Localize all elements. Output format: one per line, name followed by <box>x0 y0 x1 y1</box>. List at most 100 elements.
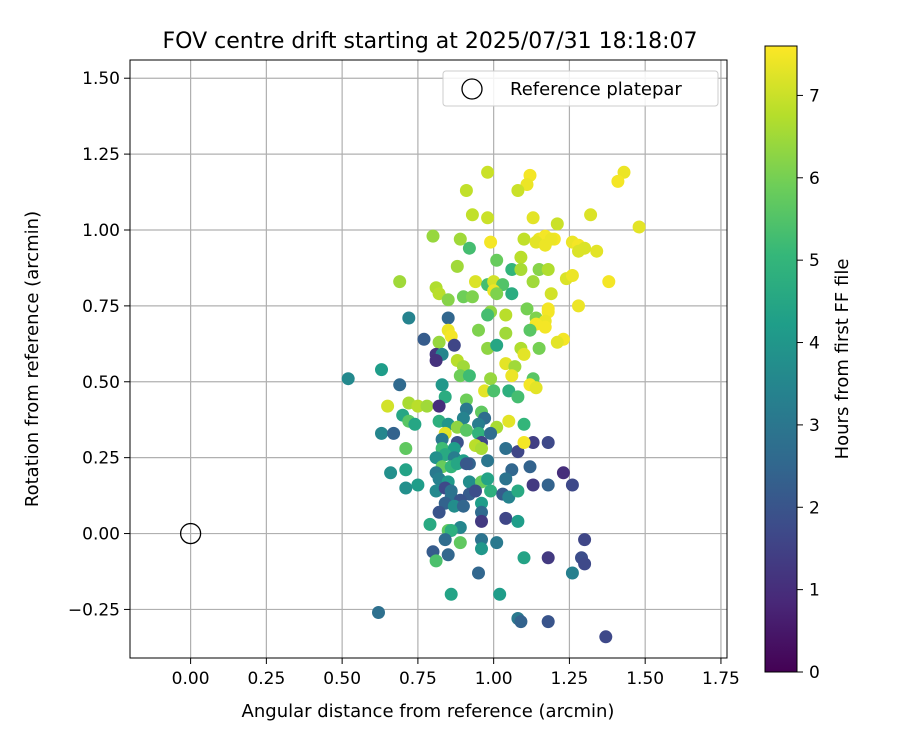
data-point <box>453 536 467 550</box>
colorbar-ticks: 0 1 2 3 4 5 6 7 <box>797 86 820 683</box>
data-point <box>490 536 504 550</box>
data-point <box>372 606 385 619</box>
data-point <box>444 587 458 601</box>
x-tick-label: 1.00 <box>475 669 513 689</box>
data-point <box>399 463 413 477</box>
data-point <box>462 475 476 489</box>
data-point <box>541 263 555 276</box>
data-point <box>462 369 476 383</box>
data-point <box>441 548 455 562</box>
data-point <box>438 390 452 404</box>
data-point <box>523 460 537 474</box>
data-point <box>599 630 613 644</box>
data-point <box>469 484 482 498</box>
data-point <box>375 363 388 377</box>
data-point <box>490 253 504 267</box>
colorbar-tick-label: 0 <box>809 663 820 683</box>
data-point <box>499 326 513 340</box>
legend-box <box>442 70 719 107</box>
colorbar-tick-label: 2 <box>809 498 820 518</box>
data-point <box>438 533 452 547</box>
data-point <box>472 417 485 431</box>
colorbar-tick-label: 5 <box>809 251 820 271</box>
data-point <box>456 411 470 425</box>
y-tick-label: 1.00 <box>82 221 120 241</box>
data-point <box>550 217 564 231</box>
data-point <box>517 232 531 246</box>
data-point <box>523 323 537 337</box>
x-tick-label: 1.50 <box>626 669 664 689</box>
x-tick-label: 0.50 <box>323 669 361 689</box>
data-point <box>514 250 528 264</box>
data-point <box>375 426 388 440</box>
data-point <box>499 308 513 322</box>
data-point <box>450 259 464 273</box>
data-point <box>484 235 498 249</box>
data-point <box>447 338 461 352</box>
x-tick-label: 1.25 <box>550 669 588 689</box>
data-point <box>481 308 495 322</box>
data-point <box>511 514 525 528</box>
data-point <box>481 454 495 468</box>
data-point <box>417 332 431 346</box>
data-point <box>484 484 498 498</box>
data-point <box>541 551 555 565</box>
data-point <box>565 269 579 282</box>
data-point <box>526 478 540 492</box>
colorbar-tick-label: 7 <box>809 86 820 106</box>
data-point <box>465 208 479 222</box>
data-point <box>505 287 519 301</box>
data-point <box>420 399 434 413</box>
data-point <box>429 554 443 568</box>
data-point <box>341 372 355 386</box>
data-point <box>499 472 513 486</box>
data-point <box>529 381 543 395</box>
data-point <box>541 478 555 492</box>
y-tick-label: 1.25 <box>82 145 120 165</box>
data-point <box>432 399 446 413</box>
data-point <box>393 275 407 289</box>
data-point <box>590 244 604 258</box>
data-point <box>526 436 540 449</box>
data-point <box>502 490 516 504</box>
data-point <box>538 320 552 334</box>
data-point <box>475 442 488 455</box>
data-point <box>429 354 443 367</box>
x-tick-label: 1.75 <box>702 669 740 689</box>
data-point <box>556 466 570 480</box>
data-point <box>456 499 470 513</box>
data-point <box>411 399 425 413</box>
data-point <box>453 369 467 383</box>
x-axis-label: Angular distance from reference (arcmin) <box>242 701 615 722</box>
data-point <box>432 505 446 519</box>
data-point <box>408 417 422 431</box>
colorbar-tick-label: 3 <box>809 416 820 436</box>
data-point <box>611 174 625 188</box>
y-axis-label: Rotation from reference (arcmin) <box>22 211 43 507</box>
data-point <box>453 232 467 246</box>
data-point <box>602 275 616 289</box>
data-point <box>447 442 461 455</box>
data-point <box>544 287 558 301</box>
data-point <box>517 436 531 449</box>
colorbar: 0 1 2 3 4 5 6 7 Hours from first FF file <box>764 45 853 683</box>
colorbar-tick-label: 1 <box>809 581 820 601</box>
reference-open-circle-icon <box>179 522 202 545</box>
data-point <box>381 399 395 413</box>
data-point <box>511 184 525 197</box>
data-point <box>459 393 473 407</box>
data-point <box>532 263 546 276</box>
data-point <box>387 426 401 440</box>
data-point <box>490 287 504 301</box>
data-point <box>465 290 479 304</box>
data-point <box>517 417 531 431</box>
data-point <box>541 615 555 629</box>
data-point <box>411 478 425 492</box>
data-point <box>402 311 416 325</box>
data-point <box>505 369 519 383</box>
data-point <box>478 384 492 398</box>
data-point <box>459 184 473 197</box>
data-point <box>432 287 446 301</box>
data-point <box>481 165 495 179</box>
